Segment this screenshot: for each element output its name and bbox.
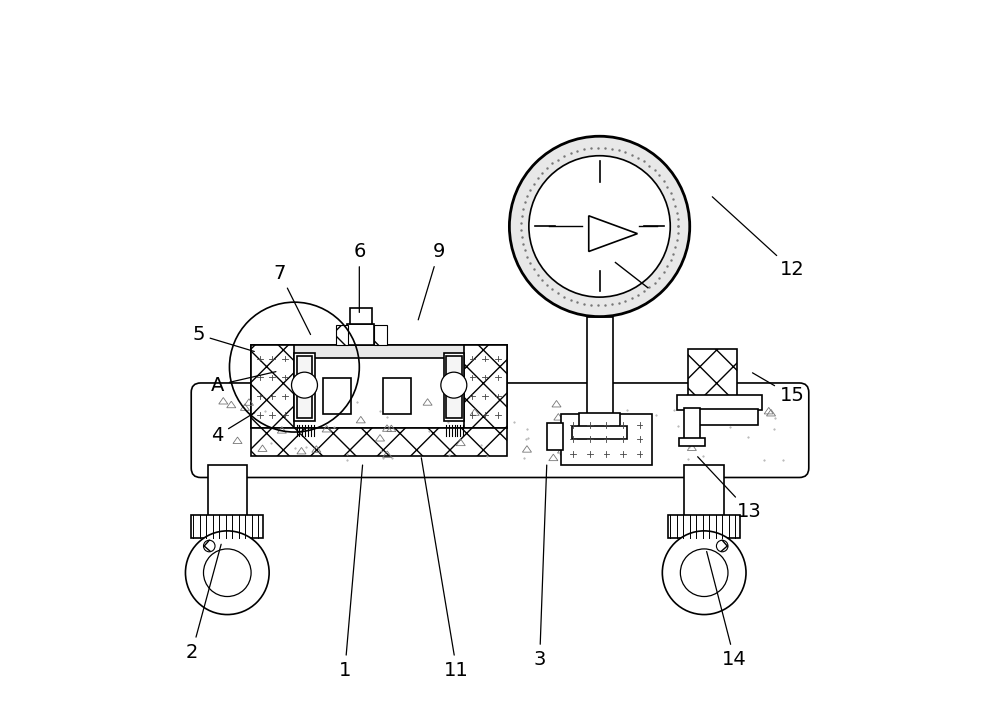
Bar [684,409,700,443]
Bar [347,324,374,345]
Bar [251,345,294,428]
Circle shape [509,136,690,316]
Bar [251,428,507,456]
Bar [684,465,724,518]
Bar [350,308,372,324]
Bar [251,345,507,428]
Text: 2: 2 [186,545,221,662]
Circle shape [529,156,670,297]
Text: 12: 12 [712,197,805,279]
Bar [668,515,740,538]
Bar [297,356,312,417]
Text: 3: 3 [533,465,547,669]
Bar [561,414,652,465]
Bar [547,422,563,450]
Text: 1: 1 [339,465,363,680]
Bar [383,378,411,414]
Circle shape [203,540,215,552]
Circle shape [716,540,728,552]
Text: 9: 9 [418,242,445,320]
Bar [679,438,705,446]
Circle shape [185,531,269,614]
FancyBboxPatch shape [191,383,809,478]
Circle shape [203,549,251,597]
Bar [294,353,315,421]
Text: 5: 5 [192,325,254,351]
Circle shape [441,372,467,398]
Bar [572,426,627,439]
Bar [688,409,758,425]
Bar [208,465,247,518]
Text: 14: 14 [707,552,747,669]
Circle shape [680,549,728,597]
Bar [323,378,351,414]
Text: 6: 6 [353,242,366,313]
Bar [579,412,620,428]
Bar [444,353,464,421]
Bar [374,325,387,345]
Circle shape [662,531,746,614]
Text: 7: 7 [274,264,311,334]
Text: A: A [211,371,276,395]
Text: 4: 4 [211,413,255,445]
Text: 11: 11 [421,458,469,680]
Circle shape [292,372,317,398]
Bar [587,316,613,414]
Bar [464,345,507,428]
Bar [191,515,263,538]
Bar [251,345,507,358]
Bar [336,325,348,345]
Bar [446,356,462,417]
Bar [677,395,762,411]
Text: 15: 15 [752,373,805,406]
Text: 13: 13 [698,457,761,521]
Bar [688,349,737,396]
Text: 8: 8 [548,242,565,262]
